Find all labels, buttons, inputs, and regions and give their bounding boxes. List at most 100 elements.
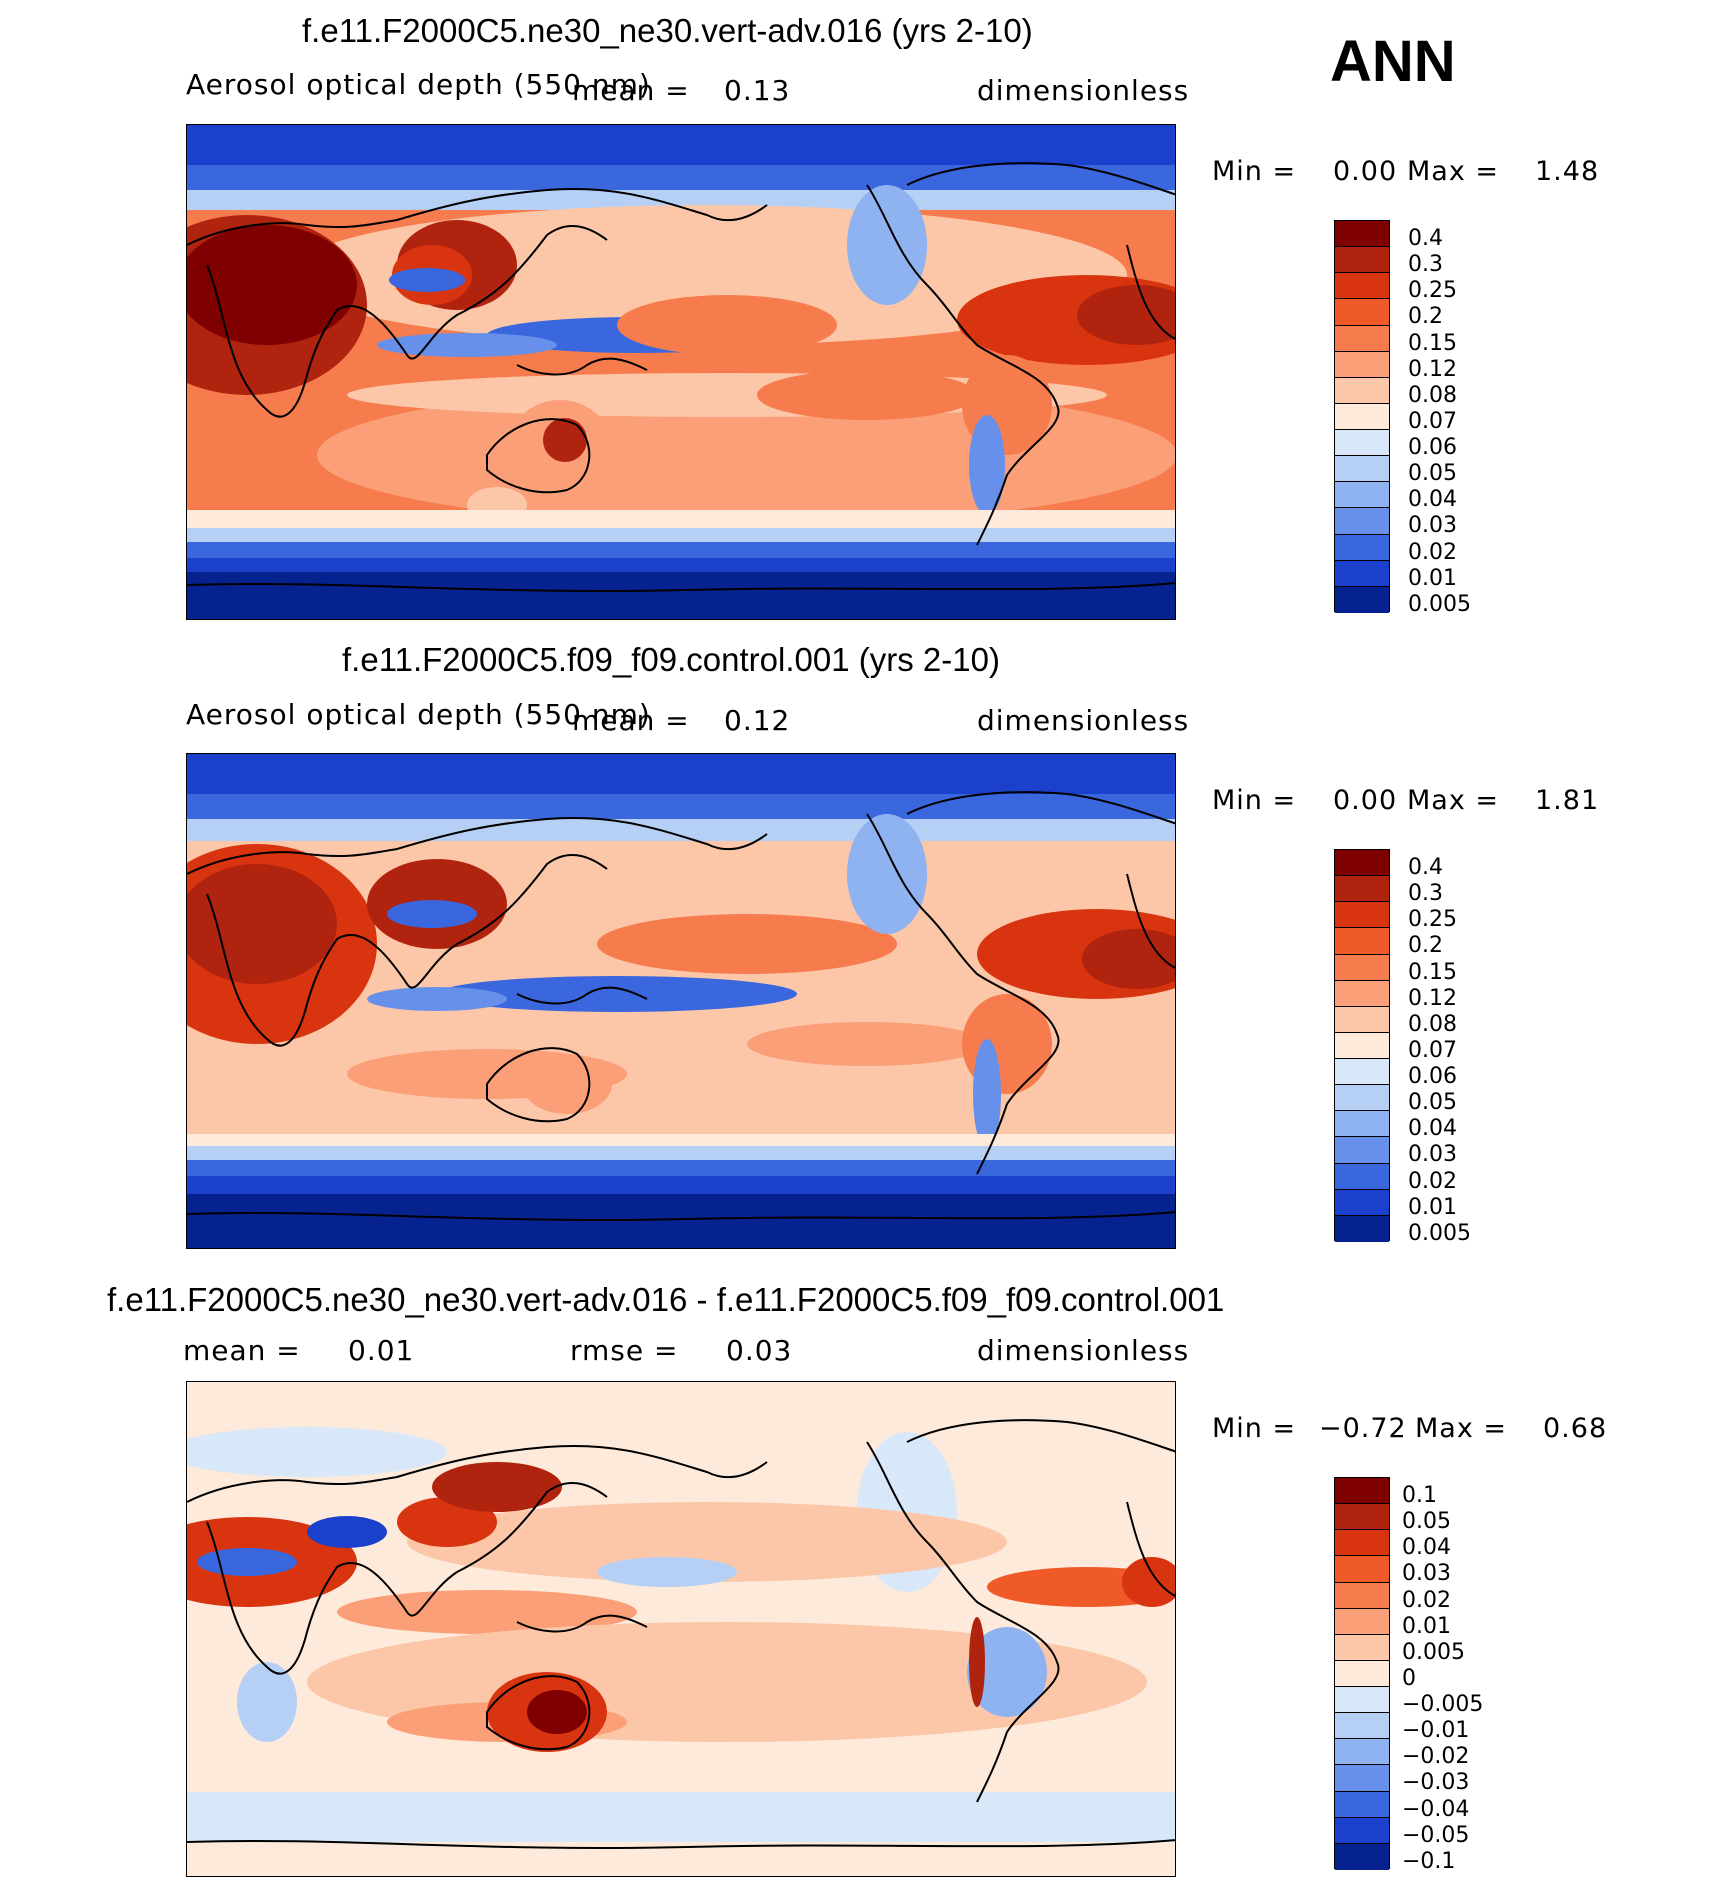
colorbar-level-label: −0.1 [1402, 1848, 1456, 1874]
panel2-colorbar [1334, 849, 1390, 1242]
colorbar-swatch [1335, 534, 1389, 561]
colorbar-level-label: −0.005 [1402, 1692, 1484, 1718]
colorbar-level-label: 0.01 [1402, 1613, 1451, 1639]
panel3-max-value: 0.68 [1543, 1413, 1608, 1444]
colorbar-swatch [1335, 273, 1389, 300]
panel1-aod-field [187, 125, 1175, 619]
colorbar-swatch [1335, 1006, 1389, 1033]
colorbar-swatch [1335, 1765, 1389, 1792]
panel1-title: f.e11.F2000C5.ne30_ne30.vert-adv.016 (yr… [302, 12, 1033, 49]
colorbar-level-label: −0.04 [1402, 1796, 1470, 1822]
panel3-min-label: Min = [1212, 1413, 1297, 1444]
colorbar-swatch [1335, 1634, 1389, 1661]
colorbar-level-label: 0.25 [1408, 278, 1457, 304]
colorbar-level-label: 0.15 [1408, 959, 1457, 985]
colorbar-swatch [1335, 980, 1389, 1007]
colorbar-level-label: 0.15 [1408, 330, 1457, 356]
colorbar-swatch [1335, 1608, 1389, 1635]
panel3-difference-field [187, 1382, 1175, 1876]
colorbar-level-label: 0.01 [1408, 565, 1457, 591]
colorbar-level-label: −0.02 [1402, 1744, 1470, 1770]
colorbar-swatch [1335, 560, 1389, 587]
colorbar-swatch [1335, 1504, 1389, 1531]
panel2-field-label: Aerosol optical depth (550 nm) [186, 698, 651, 731]
colorbar-swatch [1335, 1059, 1389, 1086]
colorbar-level-label: 0.1 [1402, 1483, 1437, 1508]
colorbar-swatch [1335, 1713, 1389, 1740]
panel3-min-value: −0.72 [1319, 1413, 1407, 1444]
colorbar-level-label: 0.05 [1402, 1509, 1451, 1535]
panel2-max-label: Max = [1407, 785, 1500, 816]
colorbar-level-label: 0 [1402, 1665, 1416, 1691]
colorbar-swatch [1335, 1791, 1389, 1818]
colorbar-level-label: 0.04 [1402, 1535, 1451, 1561]
colorbar-swatch [1335, 928, 1389, 955]
colorbar-level-label: 0.25 [1408, 907, 1457, 933]
colorbar-level-label: 0.05 [1408, 461, 1457, 487]
panel2-title: f.e11.F2000C5.f09_f09.control.001 (yrs 2… [342, 641, 1000, 678]
panel3-rmse-label: rmse = [570, 1334, 679, 1367]
panel2-map [186, 753, 1176, 1249]
colorbar-level-label: 0.3 [1408, 252, 1443, 278]
colorbar-level-label: −0.01 [1402, 1718, 1470, 1744]
panel1-mean-label: mean = [572, 74, 690, 107]
colorbar-level-label: 0.04 [1408, 487, 1457, 513]
panel2-aod-field [187, 754, 1175, 1248]
colorbar-swatch [1335, 1111, 1389, 1138]
panel3-colorbar [1334, 1477, 1390, 1870]
colorbar-swatch [1335, 1843, 1389, 1870]
colorbar-level-label: −0.05 [1402, 1822, 1470, 1848]
panel2-mean-label: mean = [572, 704, 690, 737]
colorbar-level-label: 0.03 [1408, 513, 1457, 539]
colorbar-swatch [1335, 299, 1389, 326]
colorbar-swatch [1335, 1582, 1389, 1609]
colorbar-level-label: 0.08 [1408, 382, 1457, 408]
colorbar-level-label: 0.4 [1408, 226, 1443, 251]
colorbar-level-label: 0.05 [1408, 1090, 1457, 1116]
panel1-max-value: 1.48 [1535, 156, 1600, 187]
colorbar-level-label: 0.2 [1408, 933, 1443, 959]
colorbar-swatch [1335, 351, 1389, 378]
colorbar-level-label: 0.03 [1408, 1142, 1457, 1168]
colorbar-swatch [1335, 1687, 1389, 1714]
colorbar-swatch [1335, 221, 1389, 248]
panel3-mean-value: 0.01 [348, 1334, 415, 1367]
panel1-min-label: Min = [1212, 156, 1297, 187]
colorbar-swatch [1335, 876, 1389, 903]
colorbar-level-label: 0.3 [1408, 881, 1443, 907]
colorbar-level-label: 0.02 [1402, 1587, 1451, 1613]
panel1-colorbar [1334, 220, 1390, 613]
panel2-mean-value: 0.12 [724, 704, 791, 737]
colorbar-swatch [1335, 1032, 1389, 1059]
colorbar-swatch [1335, 1530, 1389, 1557]
colorbar-level-label: 0.12 [1408, 356, 1457, 382]
colorbar-level-label: 0.12 [1408, 985, 1457, 1011]
colorbar-level-label: 0.01 [1408, 1194, 1457, 1220]
panel1-units: dimensionless [977, 74, 1190, 107]
colorbar-swatch [1335, 456, 1389, 483]
colorbar-level-label: 0.04 [1408, 1116, 1457, 1142]
panel2-min-value: 0.00 [1333, 785, 1398, 816]
colorbar-swatch [1335, 482, 1389, 509]
colorbar-swatch [1335, 1660, 1389, 1687]
panel2-units: dimensionless [977, 704, 1190, 737]
colorbar-swatch [1335, 1085, 1389, 1112]
colorbar-level-label: 0.07 [1408, 1037, 1457, 1063]
colorbar-swatch [1335, 850, 1389, 877]
colorbar-swatch [1335, 954, 1389, 981]
panel2-max-value: 1.81 [1535, 785, 1600, 816]
colorbar-level-label: 0.02 [1408, 1168, 1457, 1194]
colorbar-level-label: 0.07 [1408, 408, 1457, 434]
colorbar-swatch [1335, 430, 1389, 457]
colorbar-swatch [1335, 902, 1389, 929]
panel3-title: f.e11.F2000C5.ne30_ne30.vert-adv.016 - f… [107, 1281, 1225, 1318]
colorbar-swatch [1335, 1556, 1389, 1583]
colorbar-level-label: 0.06 [1408, 435, 1457, 461]
panel1-max-label: Max = [1407, 156, 1500, 187]
panel1-min-value: 0.00 [1333, 156, 1398, 187]
colorbar-swatch [1335, 1137, 1389, 1164]
colorbar-swatch [1335, 403, 1389, 430]
colorbar-swatch [1335, 377, 1389, 404]
colorbar-swatch [1335, 1739, 1389, 1766]
panel2-min-label: Min = [1212, 785, 1297, 816]
